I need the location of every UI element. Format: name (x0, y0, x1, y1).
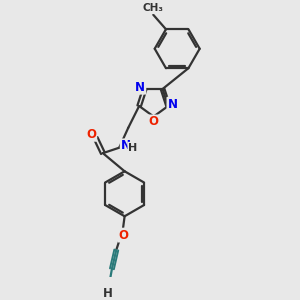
Text: H: H (128, 143, 138, 153)
Text: N: N (121, 140, 131, 152)
Text: O: O (118, 229, 128, 242)
Text: N: N (167, 98, 178, 111)
Text: O: O (86, 128, 96, 141)
Text: CH₃: CH₃ (143, 3, 164, 13)
Text: H: H (103, 286, 113, 300)
Text: N: N (135, 81, 145, 94)
Text: O: O (148, 116, 159, 128)
